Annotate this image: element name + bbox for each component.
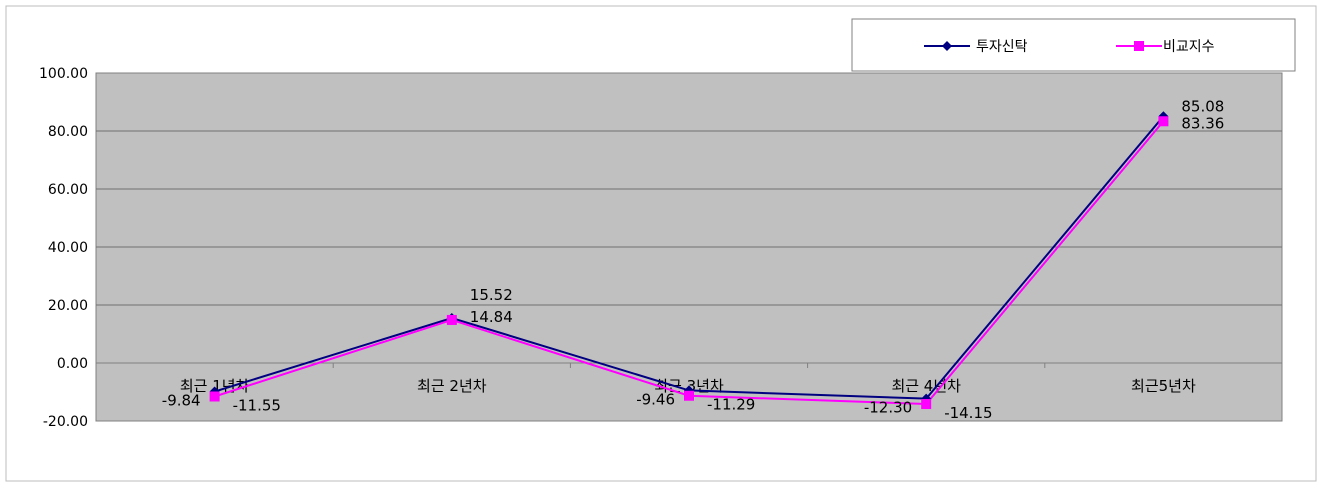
category-label: 최근5년차: [1131, 377, 1196, 395]
data-label: 83.36: [1181, 114, 1224, 132]
legend-marker-series-1: [942, 41, 952, 51]
data-point: [921, 399, 932, 410]
data-labels: -9.84 15.52 -9.46 -12.30 85.08 -11.55 14.84 -11…: [162, 97, 1225, 422]
y-tick-label: 0.00: [57, 356, 88, 372]
y-tick-label: -20.00: [43, 414, 88, 430]
data-point: [1158, 116, 1169, 127]
data-label: -14.15: [944, 404, 992, 422]
data-label: -9.46: [636, 390, 675, 408]
legend-label-series-1: 투자신탁: [976, 39, 1028, 55]
data-label: -11.29: [707, 396, 755, 414]
series-layer: [209, 111, 1169, 410]
data-label: -9.84: [162, 392, 201, 410]
data-label: 14.84: [470, 308, 513, 326]
legend-marker-series-2: [1134, 41, 1144, 51]
data-label: -12.30: [864, 399, 912, 417]
grid-lines: [95, 130, 1283, 368]
legend-label-series-2: 비교지수: [1163, 39, 1215, 55]
category-label: 최근 4년차: [891, 377, 961, 395]
data-label: -11.55: [233, 396, 281, 414]
y-axis-ticks: 100.00 80.00 60.00 40.00 20.00 0.00 -20.00: [39, 66, 88, 430]
data-label: 85.08: [1181, 97, 1224, 115]
y-tick-label: 40.00: [48, 240, 88, 256]
data-point: [684, 390, 694, 401]
data-point: [446, 314, 457, 325]
legend: 투자신탁 비교지수: [851, 18, 1296, 72]
legend-box: [851, 18, 1296, 72]
y-tick-label: 20.00: [48, 298, 88, 314]
category-label: 최근 2년차: [417, 377, 487, 395]
y-tick-label: 100.00: [39, 66, 88, 82]
data-label: 15.52: [470, 286, 513, 304]
data-point: [209, 391, 220, 402]
y-tick-label: 80.00: [48, 124, 88, 140]
y-tick-label: 60.00: [48, 182, 88, 198]
